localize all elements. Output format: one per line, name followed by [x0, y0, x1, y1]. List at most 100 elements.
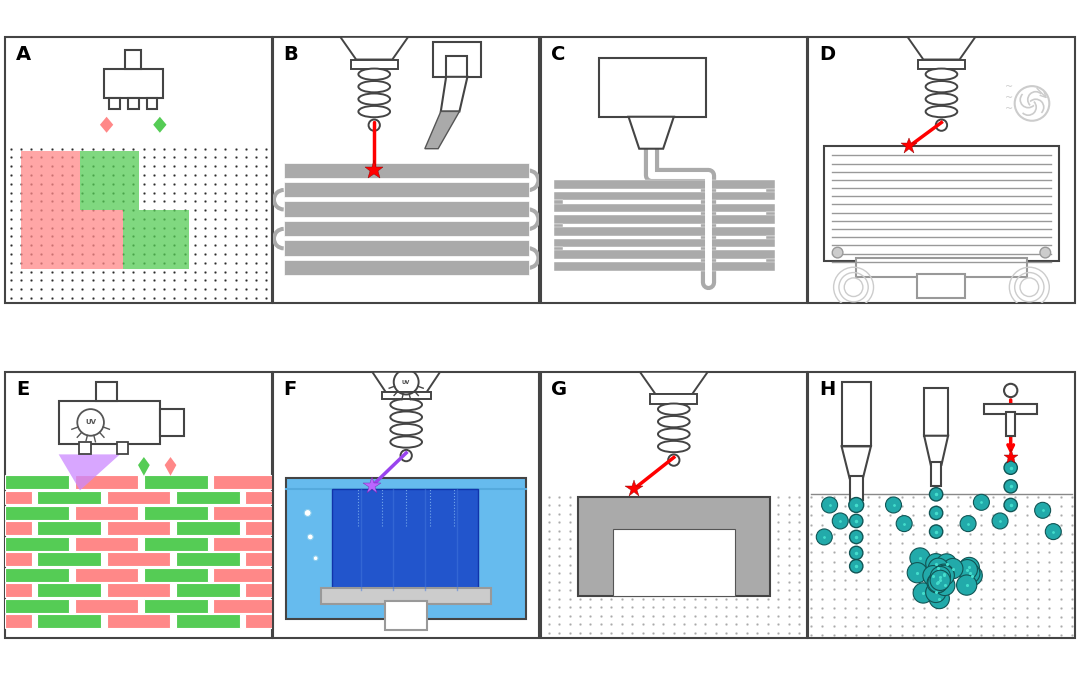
Text: ~: ~ — [1005, 104, 1013, 114]
Bar — [38, 491, 102, 504]
Bar — [213, 537, 272, 551]
Text: F: F — [284, 380, 297, 399]
Text: B: B — [284, 45, 298, 64]
Bar — [107, 552, 171, 566]
Bar — [284, 260, 529, 275]
Bar — [554, 247, 563, 253]
Bar — [612, 529, 735, 595]
Text: UV: UV — [85, 419, 96, 425]
Circle shape — [1045, 524, 1062, 539]
Circle shape — [308, 534, 313, 540]
Ellipse shape — [359, 69, 390, 80]
Bar — [554, 262, 775, 271]
Circle shape — [850, 560, 863, 573]
Circle shape — [957, 575, 976, 595]
Text: D: D — [819, 45, 835, 64]
Bar — [578, 497, 770, 595]
Bar — [1005, 412, 1015, 436]
Circle shape — [960, 516, 976, 532]
Bar — [144, 537, 207, 551]
Circle shape — [962, 566, 983, 586]
Bar — [96, 383, 118, 401]
Bar — [554, 180, 775, 188]
Ellipse shape — [658, 404, 690, 415]
Bar — [918, 274, 966, 298]
Circle shape — [886, 497, 902, 513]
Bar — [144, 506, 207, 520]
Bar — [554, 200, 563, 206]
Ellipse shape — [359, 81, 390, 92]
Bar — [127, 98, 138, 109]
Bar — [284, 221, 529, 236]
Bar — [176, 552, 240, 566]
Bar — [38, 614, 102, 628]
Circle shape — [957, 560, 977, 580]
Bar — [5, 552, 31, 566]
Ellipse shape — [359, 93, 390, 105]
Bar — [176, 491, 240, 504]
Bar — [144, 568, 207, 582]
Circle shape — [833, 513, 848, 529]
Polygon shape — [373, 372, 441, 392]
Circle shape — [313, 556, 318, 561]
Bar — [122, 210, 189, 269]
Bar — [104, 69, 162, 98]
Bar — [381, 392, 431, 399]
Bar — [107, 614, 171, 628]
Circle shape — [993, 513, 1008, 529]
Bar — [75, 599, 138, 613]
Text: H: H — [819, 380, 835, 399]
Bar — [5, 599, 69, 613]
Circle shape — [822, 497, 838, 513]
Bar — [284, 201, 529, 217]
Bar — [767, 188, 775, 194]
Circle shape — [907, 562, 928, 583]
Bar — [5, 506, 69, 520]
Bar — [107, 583, 171, 597]
Circle shape — [1004, 461, 1017, 475]
Circle shape — [669, 454, 679, 466]
Circle shape — [850, 514, 863, 528]
Ellipse shape — [390, 424, 422, 435]
Circle shape — [926, 554, 946, 574]
Bar — [147, 98, 158, 109]
Circle shape — [910, 548, 930, 568]
Bar — [160, 409, 184, 436]
Polygon shape — [441, 77, 468, 111]
Bar — [856, 258, 1027, 277]
Circle shape — [973, 494, 989, 510]
Bar — [38, 583, 102, 597]
Circle shape — [930, 525, 943, 538]
Circle shape — [1035, 502, 1051, 518]
Circle shape — [850, 546, 863, 560]
Circle shape — [1004, 384, 1017, 397]
Bar — [554, 227, 775, 236]
Bar — [213, 568, 272, 582]
Bar — [213, 599, 272, 613]
Ellipse shape — [658, 429, 690, 439]
Text: ~: ~ — [1005, 82, 1013, 92]
Circle shape — [816, 529, 833, 545]
Ellipse shape — [658, 441, 690, 452]
Circle shape — [928, 572, 948, 593]
Polygon shape — [433, 43, 481, 77]
Polygon shape — [907, 37, 975, 59]
Text: A: A — [16, 45, 31, 64]
Circle shape — [305, 510, 311, 516]
Ellipse shape — [390, 412, 422, 423]
Bar — [144, 475, 207, 489]
Circle shape — [896, 516, 913, 532]
Bar — [80, 151, 138, 210]
Polygon shape — [100, 117, 113, 133]
Bar — [650, 394, 698, 404]
Bar — [332, 489, 478, 590]
Ellipse shape — [926, 93, 957, 105]
Polygon shape — [58, 454, 120, 490]
Circle shape — [850, 531, 863, 543]
Bar — [5, 491, 31, 504]
Circle shape — [923, 566, 943, 586]
Bar — [554, 204, 775, 212]
Bar — [75, 506, 138, 520]
Circle shape — [401, 450, 411, 461]
Bar — [125, 50, 141, 69]
